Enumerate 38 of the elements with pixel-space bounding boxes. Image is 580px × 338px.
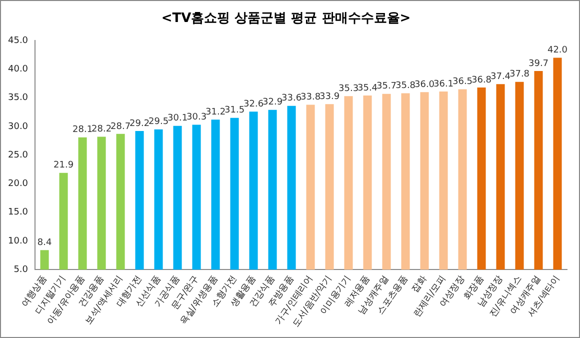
data-label: 33.8 — [300, 92, 321, 103]
y-tick-label: 45.0 — [8, 36, 28, 46]
data-label: 28.2 — [92, 124, 112, 135]
data-label: 21.9 — [54, 160, 74, 171]
data-label: 29.2 — [130, 118, 150, 129]
data-label: 39.7 — [528, 58, 549, 69]
data-label: 37.4 — [490, 72, 511, 82]
data-label: 35.7 — [376, 82, 397, 92]
data-label: 37.8 — [509, 70, 530, 80]
data-label: 32.9 — [262, 98, 283, 108]
data-label: 33.6 — [281, 94, 302, 104]
y-tick-label: 20.0 — [8, 179, 28, 190]
data-label: 33.9 — [319, 92, 340, 102]
y-tick-label: 40.0 — [8, 64, 28, 75]
y-tick-label: 30.0 — [8, 122, 28, 132]
data-label: 36.8 — [471, 75, 492, 86]
data-label: 35.8 — [395, 81, 416, 92]
y-tick-label: 25.0 — [8, 150, 28, 160]
chart-title: <TV홈쇼핑 상품군별 평균 판매수수료율> — [161, 11, 411, 26]
data-label: 35.3 — [338, 84, 359, 94]
data-label: 42.0 — [547, 46, 568, 56]
data-label: 36.5 — [452, 77, 473, 88]
data-label: 36.1 — [433, 79, 454, 90]
y-tick-label: 5.0 — [14, 264, 28, 275]
data-label: 28.7 — [110, 122, 131, 132]
data-label: 30.1 — [168, 114, 188, 124]
data-label: 8.4 — [37, 238, 52, 248]
data-label: 31.5 — [224, 106, 245, 116]
y-tick-label: 10.0 — [8, 236, 28, 246]
data-label: 31.2 — [206, 107, 226, 118]
data-label: 30.3 — [186, 112, 207, 123]
data-label: 29.5 — [148, 117, 169, 128]
y-tick-label: 35.0 — [8, 93, 28, 104]
y-tick-label: 15.0 — [8, 208, 28, 218]
data-label: 32.6 — [244, 99, 264, 110]
data-label: 28.1 — [72, 125, 93, 136]
data-label: 36.0 — [414, 80, 435, 90]
data-label: 35.4 — [357, 83, 378, 94]
